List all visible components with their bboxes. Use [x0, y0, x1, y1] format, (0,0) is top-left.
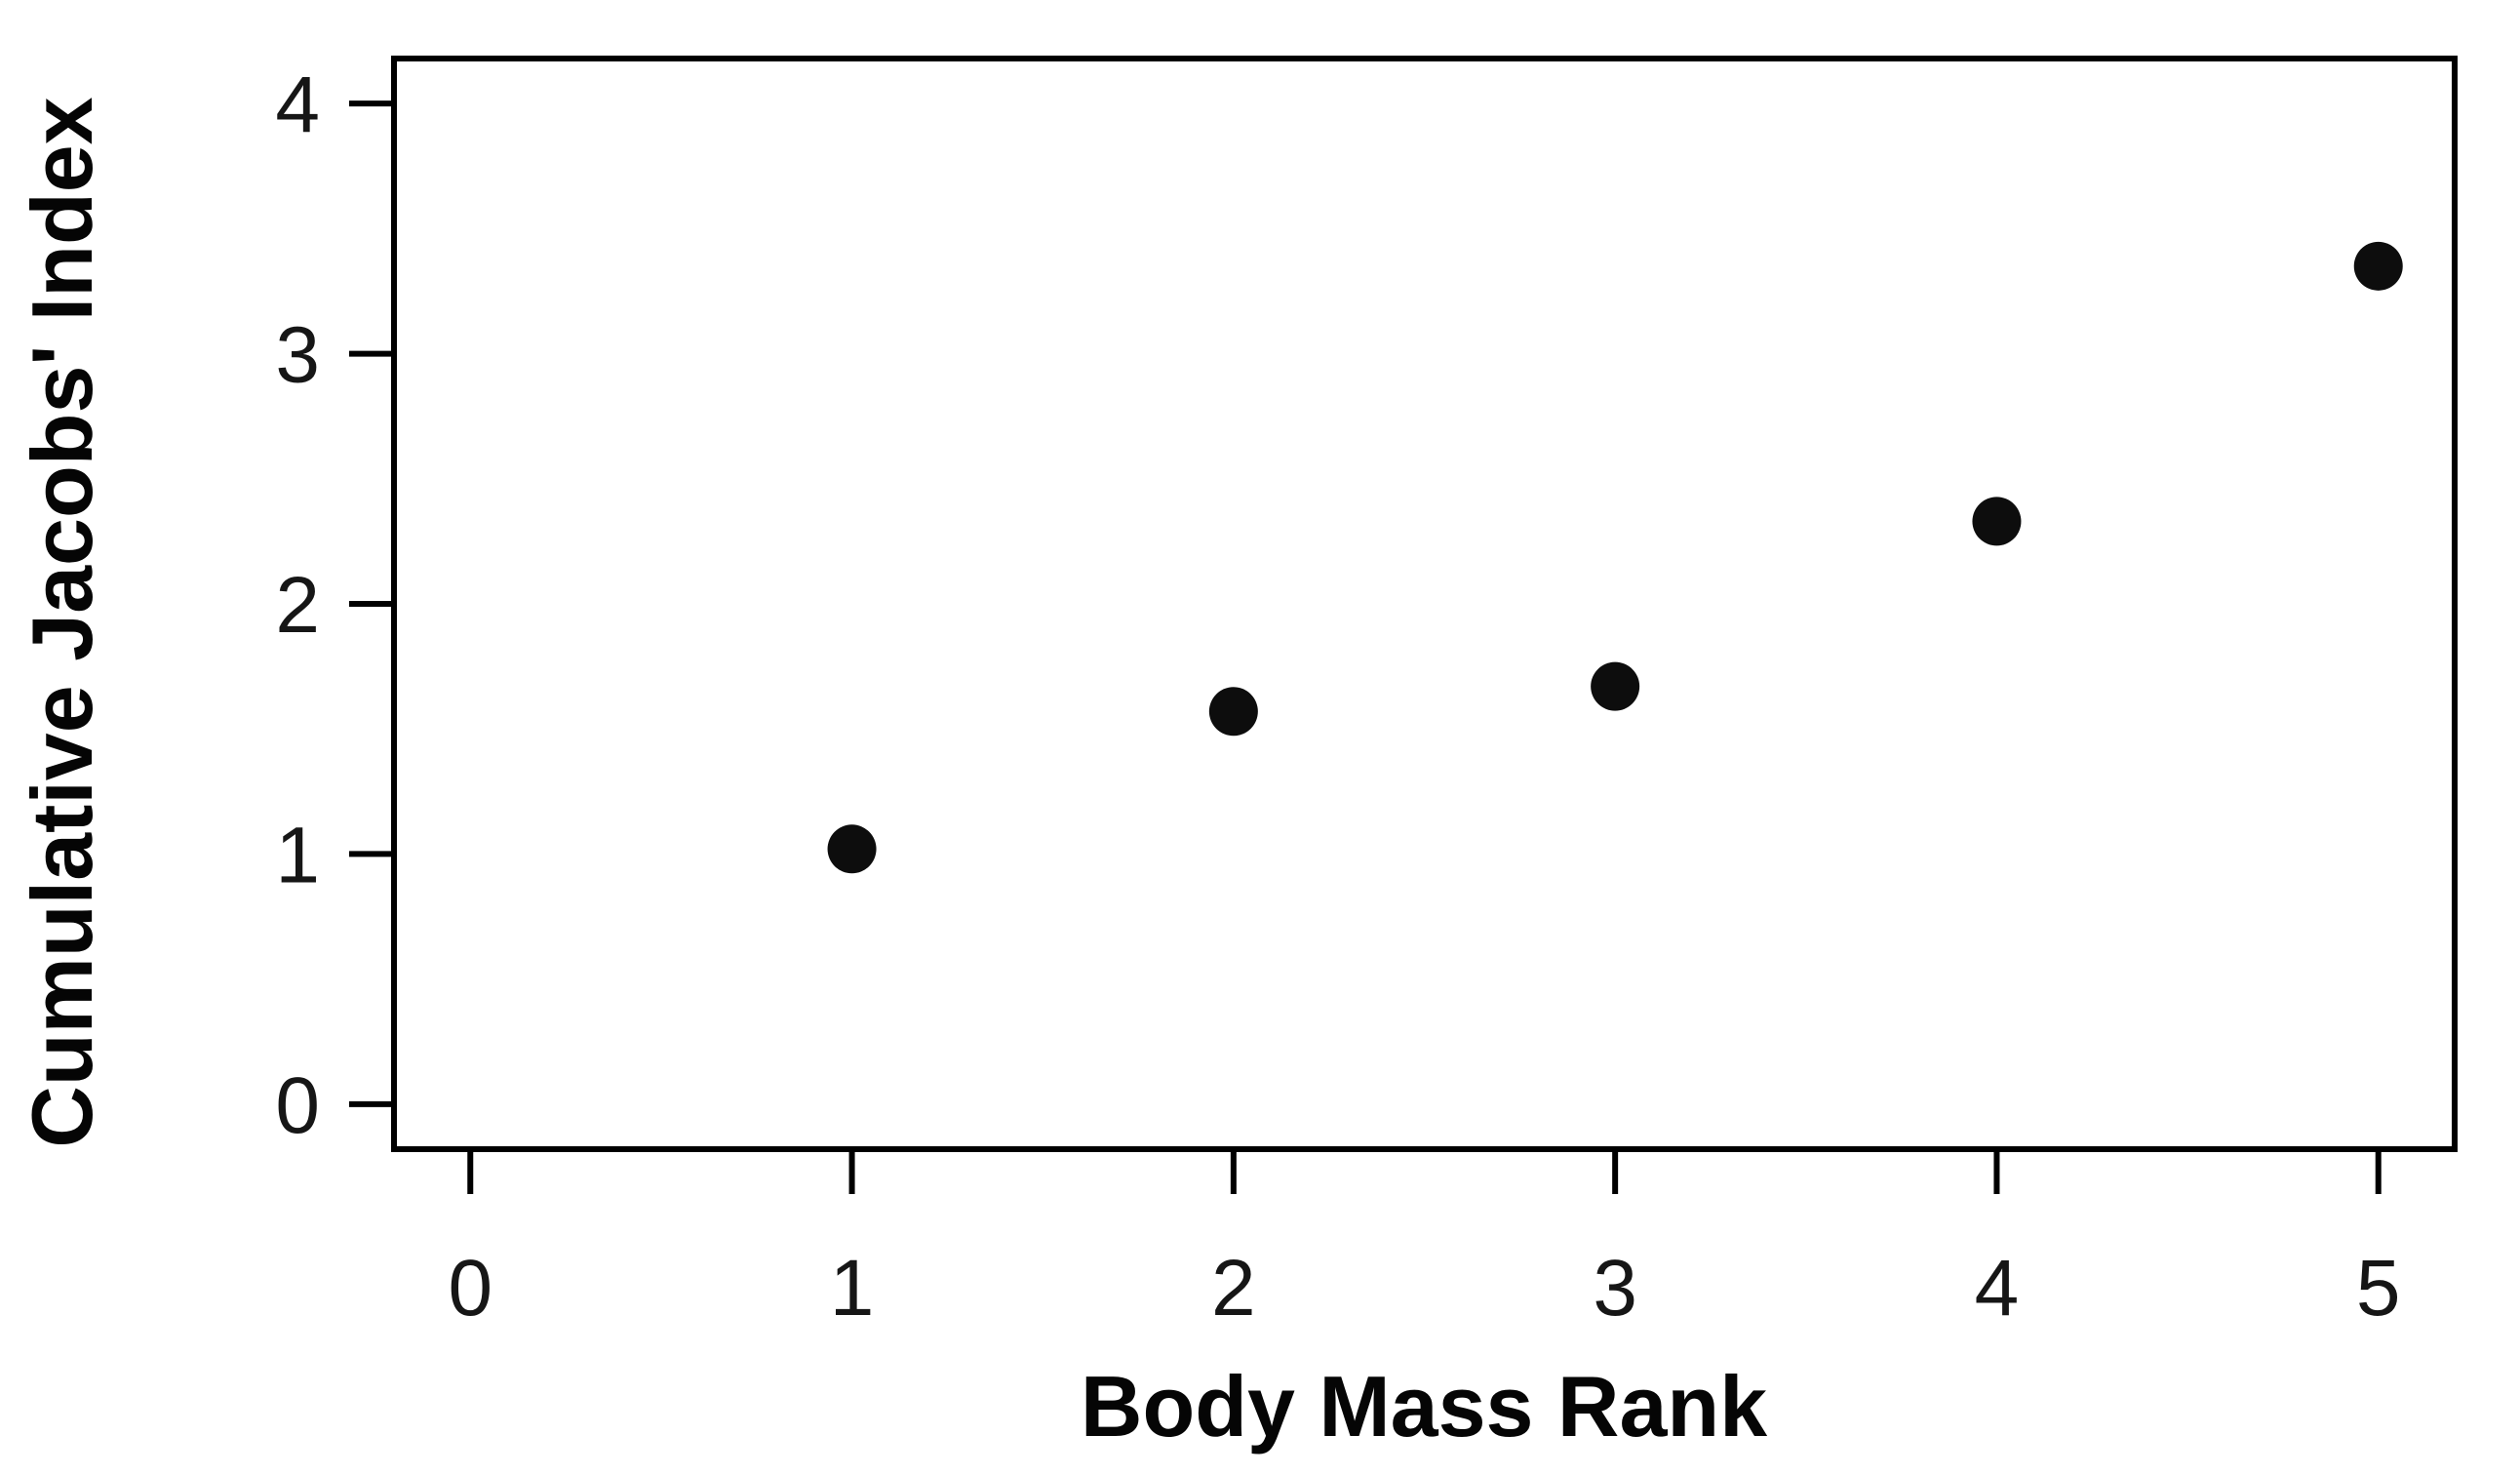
y-axis-tick-label: 1 [275, 811, 320, 899]
data-point [1208, 687, 1258, 737]
x-axis-tick-label: 1 [830, 1244, 875, 1333]
data-point [1591, 661, 1640, 711]
y-axis-tick-label: 0 [275, 1061, 320, 1150]
x-axis-tick-label: 5 [2356, 1244, 2401, 1333]
data-point [2353, 241, 2403, 291]
y-axis-tick-label: 4 [275, 60, 320, 149]
y-axis-tick-label: 2 [275, 561, 320, 650]
y-axis-title: Cumulative Jacobs' Index [14, 97, 110, 1148]
x-axis-tick-label: 3 [1593, 1244, 1637, 1333]
y-axis-tick-label: 3 [275, 311, 320, 400]
data-point [827, 824, 877, 874]
plot-border [391, 56, 2458, 1152]
x-axis-title: Body Mass Rank [1080, 1358, 1768, 1455]
x-axis-tick-label: 2 [1211, 1244, 1256, 1333]
x-axis-tick-label: 0 [448, 1244, 492, 1333]
data-point [1972, 497, 2022, 546]
x-axis-tick-label: 4 [1975, 1244, 2020, 1333]
